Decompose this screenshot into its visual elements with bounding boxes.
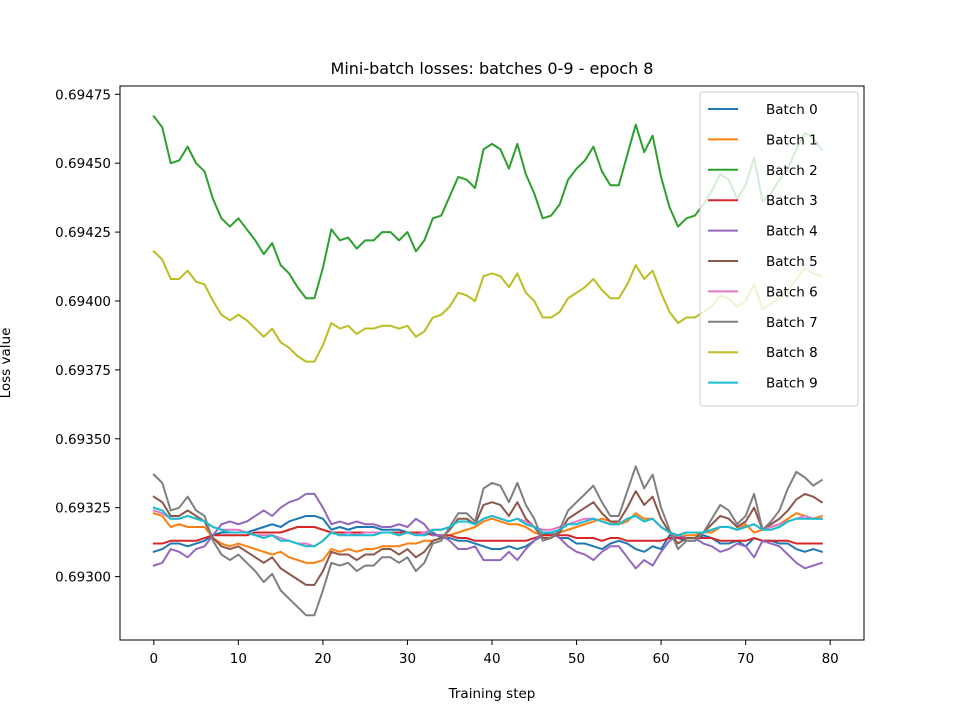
y-tick-label: 0.69375 (55, 363, 111, 379)
x-tick-label: 70 (737, 651, 754, 667)
x-axis-label: Training step (448, 686, 536, 702)
x-tick-label: 0 (150, 651, 159, 667)
legend-entry: Batch 0 (766, 102, 818, 118)
legend-entry: Batch 4 (766, 224, 818, 240)
y-tick-label: 0.69400 (55, 294, 111, 310)
x-tick-label: 80 (822, 651, 839, 667)
legend-entry: Batch 1 (766, 132, 818, 148)
y-tick-label: 0.69325 (55, 501, 111, 517)
legend-entry: Batch 8 (766, 345, 818, 361)
series-line-batch-5 (152, 490, 824, 586)
legend-entry: Batch 6 (766, 284, 818, 300)
x-tick-label: 50 (568, 651, 585, 667)
series-line-batch-9 (152, 506, 823, 548)
legend-entry: Batch 7 (766, 315, 818, 331)
legend-entry: Batch 3 (766, 193, 818, 209)
x-tick-label: 10 (230, 651, 247, 667)
legend-entry: Batch 9 (766, 376, 818, 392)
y-axis: 0.69300 0.69325 0.69350 0.69375 0.69400 0.694… (55, 87, 120, 586)
y-axis-label: Loss value (0, 328, 14, 399)
x-tick-label: 30 (399, 651, 416, 667)
x-tick-label: 20 (314, 651, 331, 667)
y-tick-label: 0.69350 (55, 432, 111, 448)
y-tick-label: 0.69475 (55, 87, 111, 103)
y-tick-label: 0.69425 (55, 225, 111, 241)
series-line-batch-7 (152, 465, 824, 617)
legend-entry: Batch 2 (766, 163, 818, 179)
chart-title: Mini-batch losses: batches 0-9 - epoch 8 (331, 59, 654, 78)
y-tick-label: 0.69450 (55, 156, 111, 172)
series-lines (152, 114, 824, 617)
legend-entry: Batch 5 (766, 254, 818, 270)
x-tick-label: 40 (483, 651, 500, 667)
legend: Batch 0 Batch 1 Batch 2 Batch 3 Batch 4 Batch… (699, 91, 859, 407)
series-line-batch-3 (152, 526, 823, 545)
series-line-batch-1 (152, 511, 823, 564)
x-tick-label: 60 (652, 651, 669, 667)
x-axis: 0 10 20 30 40 50 60 70 80 (150, 640, 839, 667)
series-line-batch-4 (152, 492, 823, 570)
legend-box (699, 91, 859, 407)
y-tick-label: 0.69300 (55, 570, 111, 586)
